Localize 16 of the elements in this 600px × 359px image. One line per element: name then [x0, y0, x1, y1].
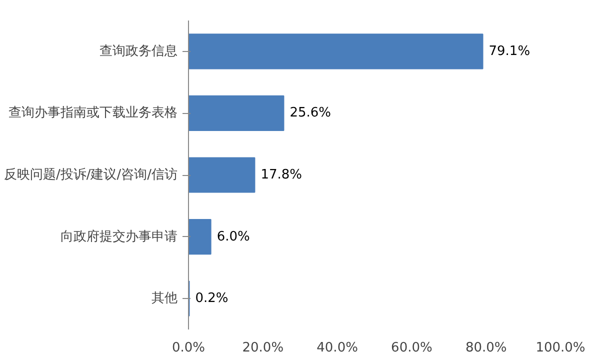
x-tick-label: 100.0%: [536, 340, 586, 356]
x-tick-label: 20.0%: [242, 340, 284, 356]
data-label: 6.0%: [216, 229, 250, 244]
x-tick-label: 60.0%: [391, 340, 432, 356]
data-label: 79.1%: [488, 44, 530, 59]
x-tick-label: 40.0%: [316, 340, 358, 356]
y-tick-label: 其他: [152, 291, 178, 306]
data-label: 17.8%: [260, 168, 302, 182]
x-tick-label: 0.0%: [172, 340, 206, 356]
data-label: 0.2%: [195, 291, 228, 306]
y-tick-label: 反映问题/投诉/建议/咨询/信访: [4, 166, 178, 182]
y-tick-label: 查询办事指南或下载业务表格: [8, 106, 178, 121]
x-tick-label: 80.0%: [465, 340, 507, 356]
data-label: 25.6%: [290, 106, 332, 121]
y-tick-label: 查询政务信息: [100, 44, 178, 59]
y-tick-label: 向政府提交办事申请: [60, 228, 178, 244]
